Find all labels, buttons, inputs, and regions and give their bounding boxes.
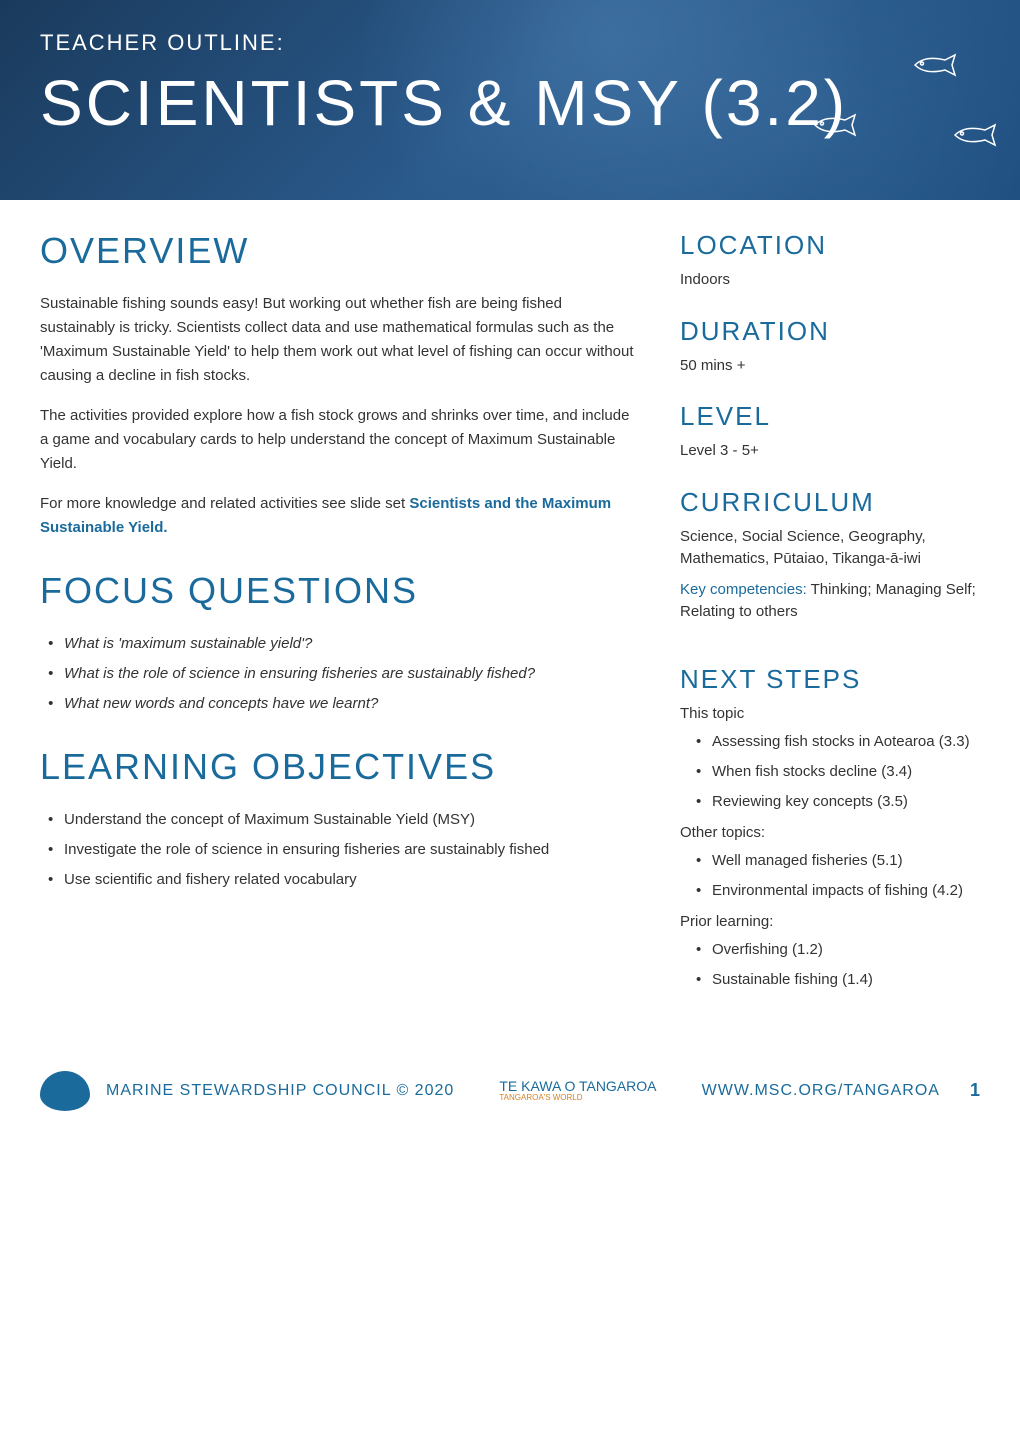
sidebar-column: LOCATION Indoors DURATION 50 mins + LEVE… xyxy=(680,230,980,1016)
learning-item: Understand the concept of Maximum Sustai… xyxy=(40,808,640,832)
next-steps-title: NEXT STEPS xyxy=(680,664,980,695)
footer-org: MARINE STEWARDSHIP COUNCIL © 2020 xyxy=(106,1082,454,1100)
level-title: LEVEL xyxy=(680,401,980,432)
overview-para1: Sustainable fishing sounds easy! But wor… xyxy=(40,292,640,388)
header-banner: TEACHER OUTLINE: SCIENTISTS & MSY (3.2) xyxy=(0,0,1020,200)
next-item: Reviewing key concepts (3.5) xyxy=(680,790,980,814)
next-list2: Well managed fisheries (5.1) Environment… xyxy=(680,849,980,903)
fish-icon xyxy=(910,50,960,80)
level-text: Level 3 - 5+ xyxy=(680,440,980,463)
next-item: Assessing fish stocks in Aotearoa (3.3) xyxy=(680,730,980,754)
next-steps-section: NEXT STEPS This topic Assessing fish sto… xyxy=(680,664,980,992)
footer-center: TE KAWA O TANGAROA TANGAROA'S WORLD xyxy=(498,1066,658,1116)
tangaroa-text: TE KAWA O TANGAROA xyxy=(499,1079,656,1093)
tangaroa-logo-icon: TE KAWA O TANGAROA TANGAROA'S WORLD xyxy=(498,1066,658,1116)
focus-list: What is 'maximum sustainable yield'? Wha… xyxy=(40,632,640,716)
learning-item: Use scientific and fishery related vocab… xyxy=(40,868,640,892)
overview-para3-pre: For more knowledge and related activitie… xyxy=(40,495,409,512)
fish-icon xyxy=(810,110,860,140)
key-comp-label: Key competencies: xyxy=(680,581,811,598)
footer: MARINE STEWARDSHIP COUNCIL © 2020 TE KAW… xyxy=(0,1046,1020,1146)
next-item: Overfishing (1.2) xyxy=(680,938,980,962)
header-pretitle: TEACHER OUTLINE: xyxy=(40,30,980,56)
page-number: 1 xyxy=(970,1080,980,1101)
duration-section: DURATION 50 mins + xyxy=(680,316,980,378)
footer-left: MARINE STEWARDSHIP COUNCIL © 2020 xyxy=(40,1071,454,1111)
overview-para2: The activities provided explore how a fi… xyxy=(40,404,640,476)
learning-item: Investigate the role of science in ensur… xyxy=(40,838,640,862)
next-item: Well managed fisheries (5.1) xyxy=(680,849,980,873)
curriculum-title: CURRICULUM xyxy=(680,487,980,518)
fish-icon xyxy=(950,120,1000,150)
location-title: LOCATION xyxy=(680,230,980,261)
next-sub2: Other topics: xyxy=(680,824,980,841)
focus-item: What new words and concepts have we lear… xyxy=(40,692,640,716)
overview-para3: For more knowledge and related activitie… xyxy=(40,492,640,540)
overview-section: OVERVIEW Sustainable fishing sounds easy… xyxy=(40,230,640,540)
tangaroa-sub: TANGAROA'S WORLD xyxy=(499,1093,656,1102)
footer-url[interactable]: WWW.MSC.ORG/TANGAROA xyxy=(702,1082,940,1100)
learning-section: LEARNING OBJECTIVES Understand the conce… xyxy=(40,746,640,892)
focus-item: What is the role of science in ensuring … xyxy=(40,662,640,686)
curriculum-key: Key competencies: Thinking; Managing Sel… xyxy=(680,579,980,624)
focus-title: FOCUS QUESTIONS xyxy=(40,570,640,612)
next-list1: Assessing fish stocks in Aotearoa (3.3) … xyxy=(680,730,980,814)
level-section: LEVEL Level 3 - 5+ xyxy=(680,401,980,463)
focus-section: FOCUS QUESTIONS What is 'maximum sustain… xyxy=(40,570,640,716)
overview-title: OVERVIEW xyxy=(40,230,640,272)
focus-item: What is 'maximum sustainable yield'? xyxy=(40,632,640,656)
next-item: Environmental impacts of fishing (4.2) xyxy=(680,879,980,903)
location-section: LOCATION Indoors xyxy=(680,230,980,292)
learning-list: Understand the concept of Maximum Sustai… xyxy=(40,808,640,892)
curriculum-text: Science, Social Science, Geography, Math… xyxy=(680,526,980,571)
footer-right: WWW.MSC.ORG/TANGAROA 1 xyxy=(702,1080,980,1101)
location-text: Indoors xyxy=(680,269,980,292)
content-wrapper: OVERVIEW Sustainable fishing sounds easy… xyxy=(0,200,1020,1046)
next-item: When fish stocks decline (3.4) xyxy=(680,760,980,784)
duration-title: DURATION xyxy=(680,316,980,347)
curriculum-section: CURRICULUM Science, Social Science, Geog… xyxy=(680,487,980,624)
duration-text: 50 mins + xyxy=(680,355,980,378)
next-sub3: Prior learning: xyxy=(680,913,980,930)
main-column: OVERVIEW Sustainable fishing sounds easy… xyxy=(40,230,640,1016)
learning-title: LEARNING OBJECTIVES xyxy=(40,746,640,788)
msc-logo-icon xyxy=(40,1071,90,1111)
next-item: Sustainable fishing (1.4) xyxy=(680,968,980,992)
next-sub1: This topic xyxy=(680,705,980,722)
next-list3: Overfishing (1.2) Sustainable fishing (1… xyxy=(680,938,980,992)
